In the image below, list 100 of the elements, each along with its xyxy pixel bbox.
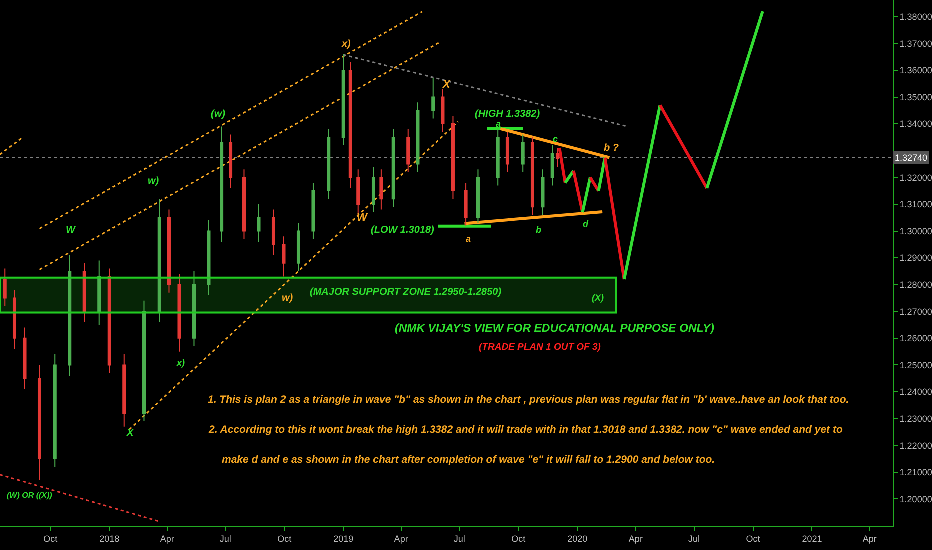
y-tick-label: 1.20000 — [900, 494, 932, 504]
candlestick — [556, 148, 560, 168]
annotation: x) — [176, 358, 186, 368]
y-tick-label: 1.26000 — [900, 334, 932, 344]
x-tick-label: Oct — [278, 534, 292, 544]
candlestick — [451, 116, 455, 200]
y-tick-label: 1.30000 — [900, 226, 932, 236]
candlestick — [348, 62, 352, 189]
x-tick-label: Apr — [628, 534, 643, 544]
x-tick-label: Jul — [220, 534, 232, 544]
candlestick — [521, 134, 525, 173]
candlestick — [272, 209, 276, 256]
annotation: a — [496, 119, 502, 129]
candlestick — [38, 364, 42, 481]
candlestick — [496, 128, 500, 186]
candlestick — [406, 128, 410, 173]
annotation: 1. This is plan 2 as a triangle in wave "b" as shown in the chart , previous plan was regular flat in "b' wave..have an look that too. — [208, 394, 850, 406]
x-tick-label: 2019 — [334, 534, 354, 544]
candlestick — [158, 198, 162, 323]
candlestick — [372, 166, 376, 213]
candlestick — [68, 254, 72, 376]
candlestick — [23, 327, 27, 390]
y-tick-label: 1.27000 — [900, 306, 932, 317]
annotation: (w) — [211, 109, 226, 120]
y-tick-label: 1.21000 — [900, 468, 932, 478]
annotation: (HIGH 1.3382) — [475, 109, 541, 120]
y-tick-label: 1.25000 — [900, 360, 932, 370]
candlestick — [282, 236, 286, 278]
annotation: c — [553, 134, 558, 144]
annotation: (W) OR ((X)) — [7, 491, 53, 500]
candlestick — [506, 132, 510, 173]
annotation: X — [126, 428, 135, 439]
candlestick — [416, 102, 420, 173]
candlestick — [432, 78, 436, 120]
candlestick — [550, 145, 554, 186]
candlestick — [3, 268, 7, 307]
x-tick-label: Jul — [688, 534, 700, 544]
annotation: W — [66, 225, 77, 236]
ref-line-label: 1.32740 — [895, 153, 928, 163]
candlestick — [380, 169, 384, 210]
annotation: X — [442, 79, 451, 91]
candlestick — [476, 169, 480, 224]
candlestick — [82, 262, 86, 323]
candlestick — [327, 128, 331, 200]
annotation: x) — [341, 39, 352, 50]
y-tick-label: 1.22000 — [900, 440, 932, 451]
candlestick — [312, 182, 316, 240]
y-tick-label: 1.36000 — [900, 66, 932, 76]
candlestick — [242, 169, 246, 240]
x-tick-label: Apr — [160, 534, 174, 544]
candlestick — [167, 209, 171, 294]
x-tick-label: Apr — [862, 534, 877, 544]
x-tick-label: 2021 — [802, 534, 822, 544]
annotation: (NMK VIJAY'S VIEW FOR EDUCATIONAL PURPOSE ONLY) — [395, 323, 715, 335]
y-tick-label: 1.24000 — [900, 387, 932, 398]
annotation: w) — [282, 293, 294, 304]
annotation: W — [357, 212, 369, 224]
candlestick — [342, 54, 346, 146]
candlestick — [441, 88, 445, 133]
annotation: d — [583, 219, 589, 229]
candlestick — [229, 134, 233, 189]
annotation: (TRADE PLAN 1 OUT OF 3) — [479, 342, 601, 353]
x-tick-label: 2020 — [568, 534, 588, 544]
candlestick — [122, 354, 126, 428]
candlestick — [207, 220, 211, 296]
annotation: (X) — [592, 293, 604, 303]
candlestick — [142, 300, 146, 422]
y-tick-label: 1.28000 — [900, 280, 932, 290]
y-tick-label: 1.31000 — [900, 200, 932, 210]
annotation: make d and e as shown in the chart after completion of wave "e" it will fall to 1.2900 and below too. — [222, 454, 716, 466]
y-tick-label: 1.23000 — [900, 414, 932, 424]
annotation: b — [536, 225, 542, 235]
x-tick-label: Jul — [454, 534, 466, 544]
x-tick-label: 2018 — [100, 534, 120, 544]
y-tick-label: 1.34000 — [900, 119, 932, 130]
candlestick — [53, 354, 57, 468]
candlestick — [257, 204, 261, 242]
annotation: b ? — [604, 143, 619, 154]
y-tick-label: 1.29000 — [900, 253, 932, 264]
candlestick — [296, 222, 300, 272]
y-tick-label: 1.37000 — [900, 38, 932, 49]
annotation: (MAJOR SUPPORT ZONE 1.2950-1.2850) — [310, 287, 502, 298]
x-tick-label: Oct — [746, 534, 761, 544]
candlestick — [178, 274, 182, 352]
y-tick-label: 1.32000 — [900, 172, 932, 183]
candlestick — [530, 136, 534, 216]
annotation: a — [466, 234, 472, 244]
y-tick-label: 1.38000 — [900, 12, 932, 22]
candlestick — [108, 268, 112, 374]
x-tick-label: Oct — [44, 534, 58, 544]
x-tick-label: Oct — [512, 534, 526, 544]
candlestick — [220, 126, 224, 242]
candlestick — [464, 182, 468, 226]
candlestick — [12, 290, 16, 350]
annotation: (LOW 1.3018) — [371, 225, 436, 236]
annotation: 2. According to this it wont break the high 1.3382 and it will trade with in that 1.3018 and 1.3382. now "c" wave ended and yet to — [208, 424, 844, 436]
candlestick — [392, 128, 396, 208]
candlestick — [192, 270, 196, 347]
x-tick-label: Apr — [394, 534, 408, 544]
candlestick — [541, 169, 545, 216]
